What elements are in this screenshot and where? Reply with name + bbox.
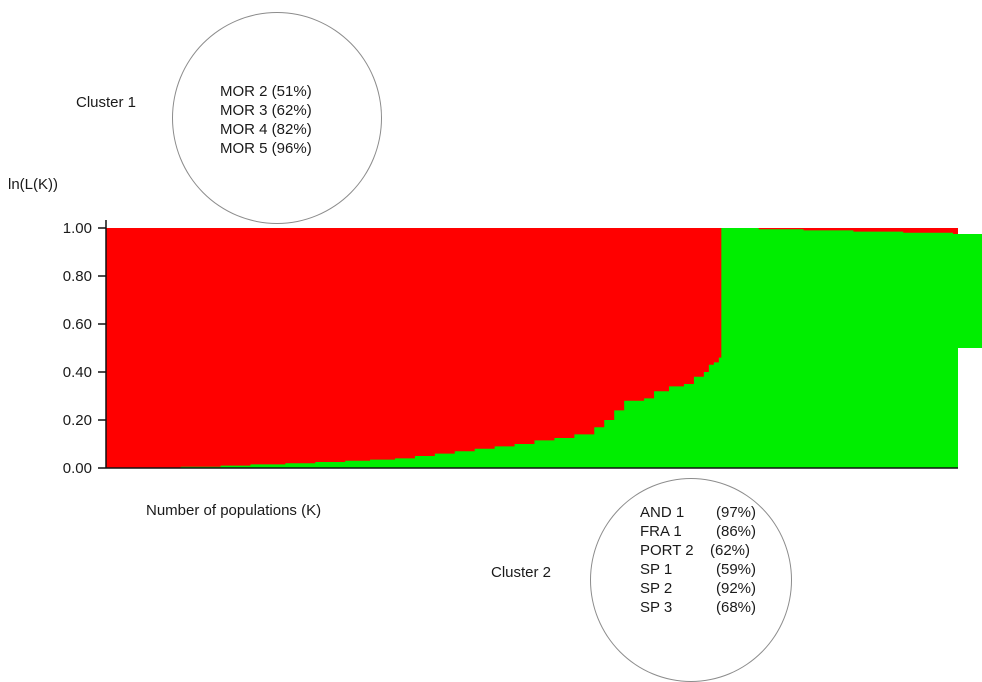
y-tick-label: 0.40: [63, 364, 92, 381]
cluster-1-item: MOR 2 (51%): [220, 83, 312, 100]
cluster-1-item: MOR 3 (62%): [220, 102, 312, 119]
cluster-2-item: AND 1 (97%): [640, 503, 756, 522]
cluster-1-circle: [172, 12, 382, 224]
y-ticks: 0.00 0.20 0.40 0.60 0.80 1.00: [63, 220, 106, 477]
cluster-1-label: Cluster 1: [76, 94, 137, 111]
cluster-2-circle: [590, 478, 792, 682]
cluster-2-item: PORT 2 (62%): [640, 541, 756, 560]
cluster-2-item: SP 3 (68%): [640, 598, 756, 617]
population-name: FRA 1: [640, 523, 682, 540]
y-tick-label: 0.80: [63, 268, 92, 285]
cluster-2-item: FRA 1 (86%): [640, 522, 756, 541]
x-axis-label: Number of populations (K): [146, 502, 322, 519]
population-name: PORT 2: [640, 542, 694, 559]
y-axis-label: ln(L(K)): [8, 176, 59, 193]
population-percent: (68%): [716, 599, 757, 616]
y-tick-label: 0.00: [63, 460, 92, 477]
y-tick-label: 0.60: [63, 316, 92, 333]
population-name: AND 1: [640, 504, 685, 521]
cluster-1-list: MOR 2 (51%) MOR 3 (62%) MOR 4 (82%) MOR …: [220, 82, 312, 158]
cluster-2-item: SP 1 (59%): [640, 560, 756, 579]
population-percent: (59%): [716, 561, 757, 578]
population-percent: (92%): [716, 580, 757, 597]
population-percent: (62%): [710, 542, 751, 559]
cluster-2-item: SP 2 (92%): [640, 579, 756, 598]
population-name: SP 1: [640, 561, 673, 578]
cluster-1-item: MOR 5 (96%): [220, 140, 312, 157]
population-percent: (86%): [716, 523, 757, 540]
cluster-2-list: AND 1 (97%) FRA 1 (86%) PORT 2 (62%) SP …: [640, 503, 756, 617]
cluster-2-label: Cluster 2: [491, 564, 552, 581]
y-tick-label: 0.20: [63, 412, 92, 429]
population-name: SP 2: [640, 580, 673, 597]
y-tick-label: 1.00: [63, 220, 92, 237]
cluster-2-area: [106, 228, 982, 468]
cluster-1-item: MOR 4 (82%): [220, 121, 312, 138]
population-percent: (97%): [716, 504, 757, 521]
population-name: SP 3: [640, 599, 673, 616]
